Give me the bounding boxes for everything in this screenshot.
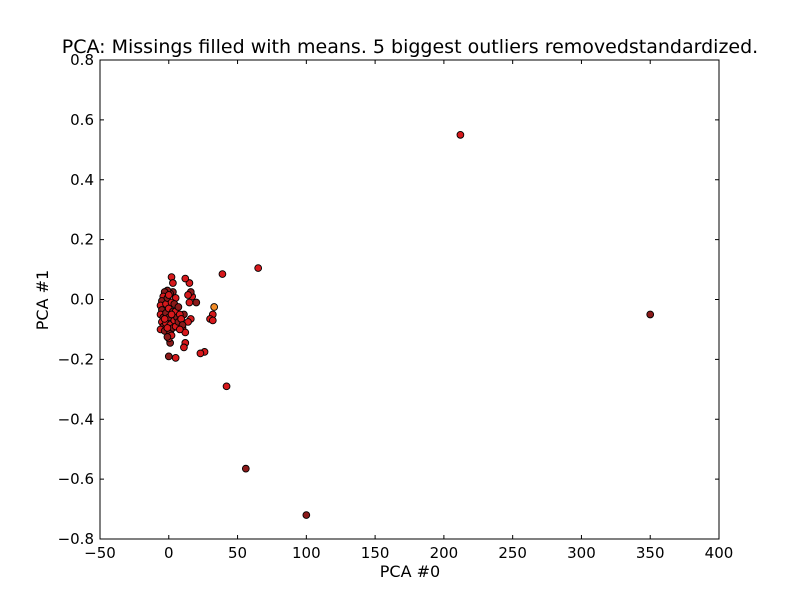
x-tick-label: 200 (430, 544, 459, 562)
data-point (192, 298, 201, 307)
data-point (163, 333, 172, 341)
x-axis-tick-labels: −50 0 50 100 150 200 250 300 350 400 (84, 544, 733, 562)
y-axis-label: PCA #1 (33, 270, 52, 330)
x-tick-label: 150 (361, 544, 390, 562)
data-point (254, 264, 263, 272)
plot-area (99, 59, 720, 540)
data-point (456, 130, 465, 139)
data-point (302, 511, 311, 519)
data-points (156, 130, 655, 519)
data-point (218, 270, 227, 278)
data-point (181, 274, 190, 283)
data-point (208, 316, 217, 325)
x-tick-label: −50 (84, 544, 116, 562)
data-point (171, 354, 180, 362)
x-tick-label: 250 (498, 544, 527, 562)
y-tick-label: 0.6 (70, 111, 94, 129)
y-tick-label: −0.2 (58, 350, 94, 368)
y-tick-label: 0.8 (70, 51, 94, 69)
y-tick-label: −0.8 (58, 530, 94, 548)
x-tick-label: 350 (636, 544, 665, 562)
data-point (180, 343, 188, 352)
x-tick-label: 300 (567, 544, 596, 562)
data-point (196, 349, 205, 358)
x-tick-label: 400 (705, 544, 734, 562)
x-tick-label: 50 (228, 544, 247, 562)
y-tick-label: −0.4 (58, 410, 94, 428)
data-point (169, 279, 177, 287)
data-point (167, 310, 176, 319)
y-tick-label: 0.0 (70, 291, 94, 309)
y-tick-label: −0.6 (58, 470, 94, 488)
data-point (184, 291, 192, 299)
data-point (241, 464, 250, 473)
data-point (646, 310, 655, 319)
x-axis-label: PCA #0 (380, 562, 440, 581)
chart-title: PCA: Missings filled with means. 5 bigge… (62, 36, 758, 58)
x-tick-label: 100 (292, 544, 321, 562)
data-point (164, 291, 173, 299)
y-tick-label: 0.2 (70, 231, 94, 249)
x-tick-label: 0 (164, 544, 174, 562)
data-point (164, 352, 173, 361)
data-point (210, 303, 219, 311)
data-point (163, 324, 172, 332)
y-tick-label: 0.4 (70, 171, 94, 189)
data-point (160, 315, 169, 323)
axis-ticks (99, 59, 720, 540)
data-point (185, 298, 194, 307)
data-point (222, 382, 231, 391)
data-point (175, 325, 184, 334)
data-point (174, 303, 183, 311)
y-axis-tick-labels: −0.8 −0.6 −0.4 −0.2 0.0 0.2 0.4 0.6 0.8 (58, 51, 94, 548)
